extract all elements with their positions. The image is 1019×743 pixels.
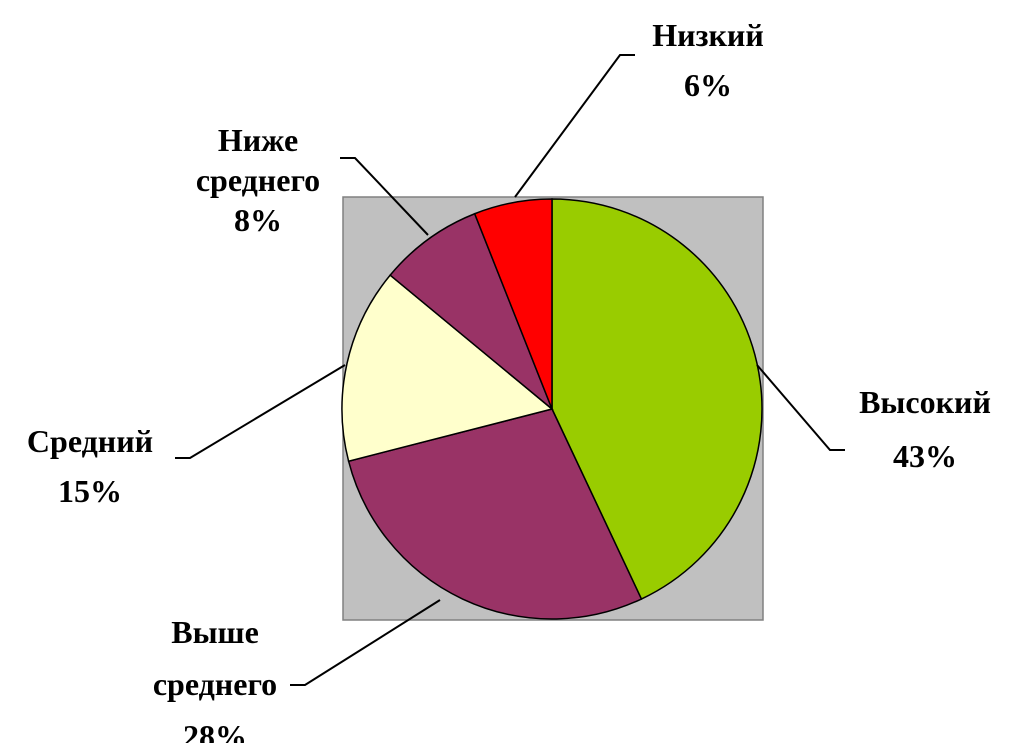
- pie-slice: [551, 198, 763, 601]
- leader-line: [175, 364, 346, 459]
- pie-slice: [389, 212, 553, 410]
- leader-line: [340, 157, 429, 236]
- value-label: 43%: [893, 438, 957, 474]
- slice-label: Выше среднего 28%: [125, 606, 305, 743]
- pie-slice: [341, 274, 554, 463]
- slice-label: Ниже среднего 8%: [168, 120, 348, 240]
- category-label: Выше среднего: [152, 614, 278, 702]
- value-label: 15%: [58, 473, 122, 509]
- slice-label: Низкий 6%: [618, 10, 798, 110]
- slice-label: Средний 15%: [0, 416, 180, 516]
- category-label: Высокий: [859, 384, 991, 420]
- value-label: 6%: [684, 67, 732, 103]
- slice-label: Высокий 43%: [835, 375, 1015, 483]
- leader-line: [290, 599, 441, 686]
- value-label: 8%: [234, 202, 282, 238]
- pie-slice: [347, 408, 643, 620]
- category-label: Средний: [26, 423, 154, 459]
- category-label: Ниже среднего: [195, 122, 321, 198]
- leader-line: [514, 54, 635, 198]
- category-label: Низкий: [652, 17, 764, 53]
- value-label: 28%: [183, 718, 247, 743]
- pie-slice: [473, 198, 553, 410]
- leader-line: [756, 364, 845, 451]
